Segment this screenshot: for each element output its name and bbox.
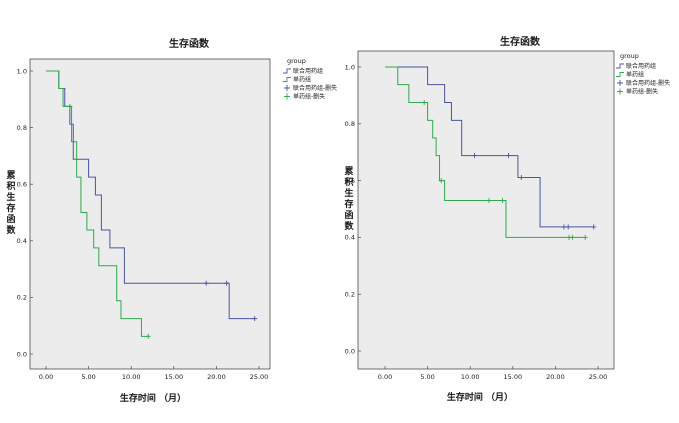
x-tick-label: 5.00 [420,373,434,381]
y-tick-label: 0.0 [345,347,355,355]
censor-mark-0 [591,224,597,230]
censor-mark-1 [500,197,506,203]
legend-title: group [620,52,639,60]
x-axis-label: 生存时间 （月） [120,392,186,404]
x-tick-label: 20.00 [207,373,226,381]
legend-swatch-2 [284,85,290,91]
legend-label: 单药组 [293,76,311,84]
censor-mark-1 [421,100,427,105]
legend-label: 联合用药组-删失 [293,84,337,92]
censor-mark-0 [471,153,477,159]
series-line-0 [385,66,594,228]
legend-swatch-1 [283,77,291,82]
censor-mark-0 [203,280,209,286]
x-tick-label: 25.00 [589,373,608,381]
x-axis-label: 生存时间 （月） [447,391,513,403]
legend-swatch-3 [284,93,290,100]
x-tick-label: 15.00 [503,373,522,381]
chart-svg: 生存函数 0.0 0.2 0.4 0.6 0.8 1.0 0.00 5.00 10.00 15.00… [6,37,337,404]
x-tick-label: 20.00 [546,373,565,381]
y-tick-label: 0.6 [17,181,27,189]
y-tick-label: 0.2 [17,294,27,302]
x-tick-label: 25.00 [250,373,269,381]
censor-mark-0 [252,316,258,322]
y-axis-label: 累积生存函数 [344,165,354,232]
censor-mark-1 [582,234,588,240]
y-axis-label: 累积生存函数 [6,169,16,236]
x-tick-label: 0.00 [378,373,392,381]
legend-title: group [287,57,306,65]
legend-label: 单药组-删失 [293,93,325,101]
censor-mark-1 [145,333,151,339]
right-chart: 生存函数 0.0 0.2 0.4 0.6 0.8 1.0 0.00 5.00 10.00 15.00… [340,0,679,419]
legend-swatch-0 [616,63,624,69]
censor-mark-0 [224,280,230,286]
x-tick-label: 15.00 [164,373,183,381]
legend-swatch-0 [283,68,291,74]
left-chart: 生存函数 0.0 0.2 0.4 0.6 0.8 1.0 0.00 5.00 10.00 15.00… [0,0,340,419]
censor-mark-0 [561,224,567,230]
chart-svg: 生存函数 0.0 0.2 0.4 0.6 0.8 1.0 0.00 5.00 10.00 15.00… [344,35,670,403]
legend-swatch-1 [616,72,624,77]
y-tick-label: 0.8 [345,120,355,128]
x-tick-label: 0.00 [39,373,53,381]
y-tick-label: 0.2 [345,291,355,299]
x-tick-label: 10.00 [122,373,141,381]
legend-label: 联合用药组 [626,62,656,70]
legend-label: 联合用药组-删失 [626,79,670,87]
censor-mark-1 [569,234,575,240]
legend-swatch-3 [617,88,623,95]
chart-title: 生存函数 [500,35,541,48]
series-line-1 [385,66,586,238]
chart-title: 生存函数 [169,37,210,50]
censor-mark-1 [67,103,73,109]
legend-label: 单药组 [626,71,644,79]
legend-swatch-2 [617,80,623,86]
y-tick-label: 1.0 [17,67,27,75]
y-tick-label: 0.8 [17,124,27,132]
x-tick-label: 10.00 [461,373,480,381]
censor-mark-0 [506,153,512,159]
censor-mark-1 [486,197,492,203]
censor-mark-0 [518,174,524,180]
y-tick-label: 0.4 [345,234,355,242]
legend-label: 单药组-删失 [626,88,658,96]
legend-label: 联合用药组 [293,67,323,75]
y-tick-label: 0.4 [17,237,27,245]
censor-mark-1 [438,178,444,184]
y-tick-label: 0.0 [17,350,27,358]
censor-mark-0 [565,224,571,230]
y-tick-label: 0.6 [345,177,355,185]
plot-area [357,50,615,370]
series-line-1 [46,70,149,337]
x-tick-label: 5.00 [81,373,95,381]
plot-area [29,58,271,370]
series-line-0 [46,70,255,320]
y-tick-label: 1.0 [345,63,355,71]
